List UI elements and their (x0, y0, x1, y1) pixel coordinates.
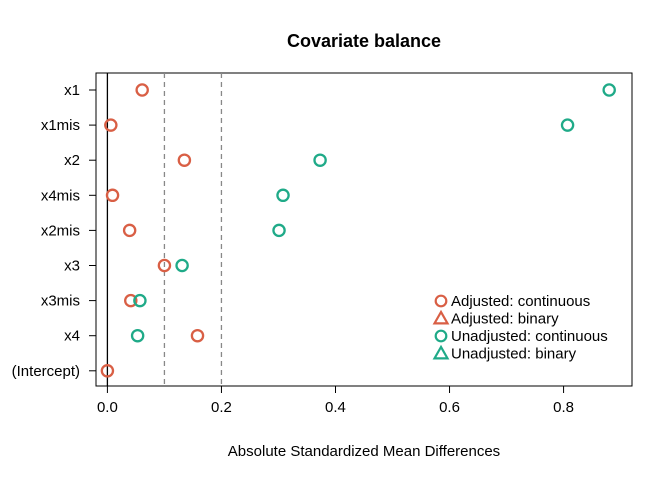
x-tick-label: 0.2 (211, 399, 232, 416)
legend-marker-triangle (432, 344, 450, 360)
legend-marker-triangle (432, 309, 450, 325)
data-point-unadjusted (276, 188, 290, 203)
x-tick-label: 0.6 (439, 399, 460, 416)
x-tick-label: 0.8 (553, 399, 574, 416)
y-tick-label: x2mis (41, 222, 80, 239)
legend-label: Unadjusted: continuous (451, 328, 608, 345)
x-tick-label: 0.4 (325, 399, 346, 416)
y-tick-label: x3 (64, 258, 80, 275)
chart-title: Covariate balance (287, 31, 441, 51)
legend-marker-circle (434, 329, 448, 343)
data-point-adjusted (177, 153, 192, 167)
data-point-unadjusted (133, 293, 147, 308)
y-tick-label: x1mis (41, 117, 80, 134)
legend-label: Adjusted: continuous (451, 293, 590, 310)
y-tick-label: x4 (64, 328, 80, 345)
x-axis-label: Absolute Standardized Mean Differences (228, 443, 500, 460)
legend-label: Adjusted: binary (451, 311, 559, 328)
data-point-adjusted (157, 258, 172, 273)
plot-frame (95, 72, 633, 387)
data-point-unadjusted (175, 258, 189, 273)
data-point-unadjusted (130, 328, 145, 343)
legend-marker-circle (434, 294, 448, 308)
y-tick-label: x1 (64, 82, 80, 99)
plot-area: 0.0 0.2 0.4 0.6 0.8 x1 x1mis x2 x4mis x2mis x3 x3mi… (12, 72, 633, 416)
legend-label: Unadjusted: binary (451, 346, 577, 363)
data-point-adjusted (122, 223, 137, 238)
data-point-unadjusted (560, 118, 575, 132)
y-tick-label: x3mis (41, 293, 80, 310)
x-tick-label: 0.0 (97, 399, 118, 416)
y-tick-label: x2 (64, 152, 80, 169)
data-point-adjusted (135, 83, 149, 97)
data-point-unadjusted (602, 83, 616, 97)
data-point-adjusted (100, 364, 115, 378)
data-point-adjusted (124, 293, 138, 308)
data-point-unadjusted (313, 153, 327, 167)
data-point-adjusted (105, 188, 120, 203)
data-point-adjusted (190, 328, 205, 343)
data-point-unadjusted (272, 223, 286, 238)
y-tick-label: x4mis (41, 187, 80, 204)
y-tick-label: (Intercept) (12, 363, 80, 380)
data-point-adjusted (104, 118, 118, 132)
